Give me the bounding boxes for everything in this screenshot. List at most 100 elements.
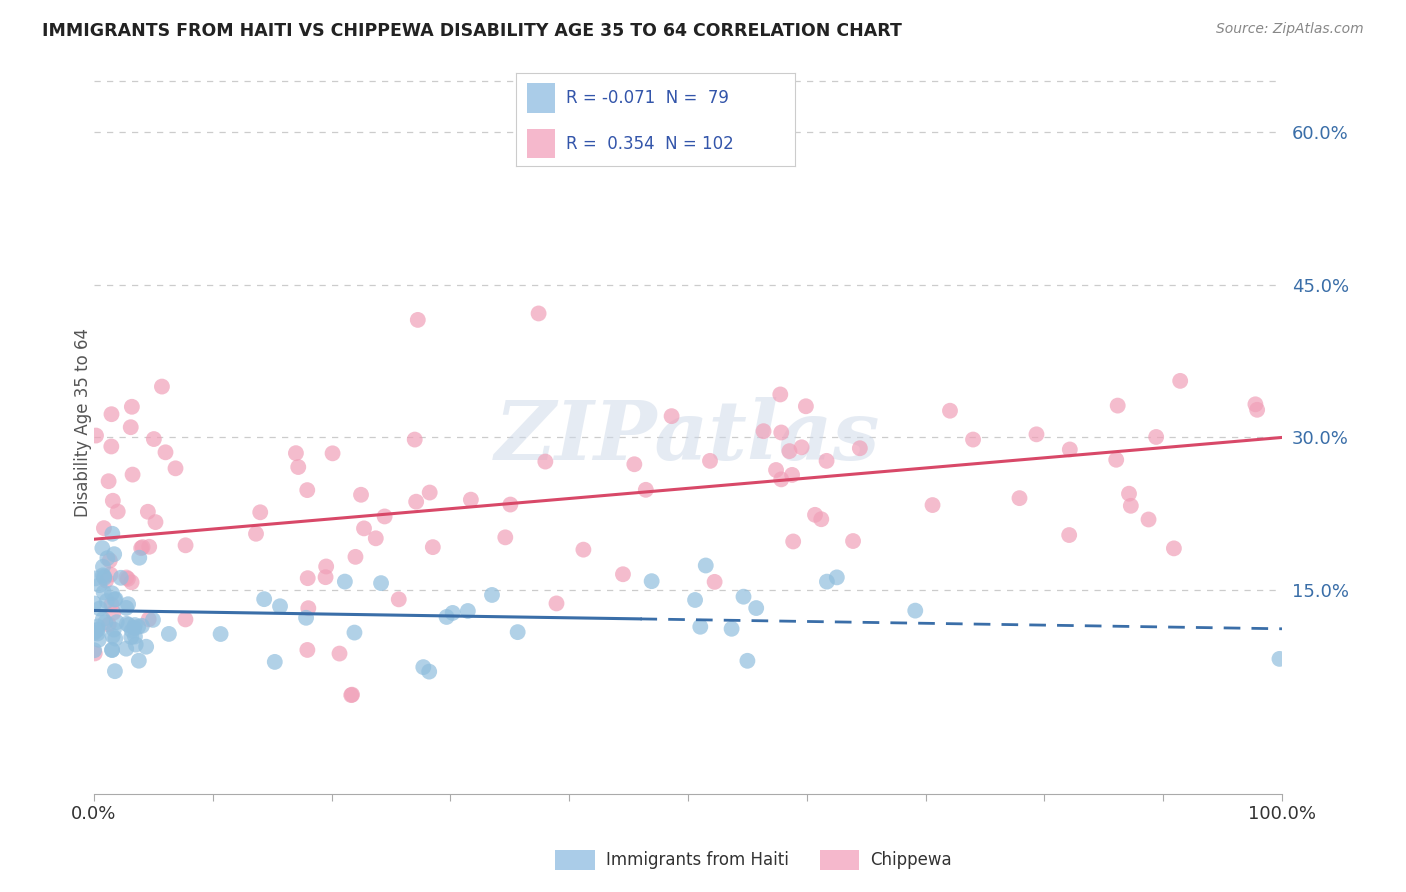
Point bbox=[825, 570, 848, 584]
Point bbox=[96, 594, 118, 608]
Point bbox=[122, 621, 145, 635]
Point bbox=[782, 534, 804, 549]
Point bbox=[737, 654, 759, 668]
Point bbox=[121, 467, 143, 482]
Point bbox=[245, 526, 267, 541]
Point bbox=[640, 574, 662, 589]
Point bbox=[124, 618, 146, 632]
Point bbox=[350, 488, 373, 502]
Point bbox=[135, 640, 157, 654]
Point bbox=[263, 655, 285, 669]
Point bbox=[121, 624, 143, 638]
Point bbox=[1118, 486, 1140, 500]
Point bbox=[107, 504, 129, 518]
Point bbox=[344, 549, 367, 564]
Point bbox=[100, 598, 122, 612]
Point bbox=[733, 590, 755, 604]
Point bbox=[546, 596, 568, 610]
Point bbox=[269, 599, 291, 614]
Point bbox=[84, 428, 107, 442]
Point bbox=[1107, 399, 1129, 413]
Point bbox=[460, 492, 482, 507]
Point bbox=[1246, 402, 1268, 417]
Point bbox=[295, 611, 318, 625]
Text: IMMIGRANTS FROM HAITI VS CHIPPEWA DISABILITY AGE 35 TO 64 CORRELATION CHART: IMMIGRANTS FROM HAITI VS CHIPPEWA DISABI… bbox=[42, 22, 903, 40]
Point bbox=[804, 508, 827, 522]
Point bbox=[436, 610, 458, 624]
Point bbox=[101, 493, 124, 508]
Point bbox=[364, 531, 387, 545]
Point bbox=[1105, 452, 1128, 467]
Point bbox=[1137, 512, 1160, 526]
Point bbox=[93, 585, 115, 599]
Point bbox=[939, 403, 962, 417]
Point bbox=[1057, 528, 1080, 542]
Point bbox=[100, 567, 122, 582]
Point bbox=[481, 588, 503, 602]
Point bbox=[374, 509, 396, 524]
Point bbox=[120, 630, 142, 644]
Point bbox=[770, 425, 793, 440]
Point bbox=[104, 632, 127, 646]
Point bbox=[849, 442, 872, 456]
Point bbox=[174, 612, 197, 626]
Point bbox=[720, 622, 742, 636]
Point bbox=[534, 454, 557, 468]
Point bbox=[253, 592, 276, 607]
Point bbox=[83, 647, 105, 661]
Point bbox=[86, 626, 108, 640]
Point bbox=[115, 616, 138, 631]
Point bbox=[83, 597, 105, 611]
Point bbox=[249, 505, 271, 519]
Point bbox=[101, 643, 124, 657]
Point bbox=[703, 574, 725, 589]
Point bbox=[91, 541, 114, 555]
Point bbox=[165, 461, 187, 475]
Point bbox=[297, 643, 319, 657]
Point bbox=[527, 306, 550, 320]
Text: Source: ZipAtlas.com: Source: ZipAtlas.com bbox=[1216, 22, 1364, 37]
Point bbox=[457, 604, 479, 618]
Point bbox=[155, 445, 177, 459]
Point bbox=[94, 615, 117, 630]
Point bbox=[101, 526, 124, 541]
Point bbox=[103, 623, 125, 637]
Point bbox=[353, 521, 375, 535]
Point bbox=[125, 638, 148, 652]
Point bbox=[778, 444, 800, 458]
Point bbox=[904, 604, 927, 618]
Point bbox=[699, 454, 721, 468]
Point bbox=[287, 460, 309, 475]
Point bbox=[103, 547, 125, 561]
Point bbox=[97, 617, 120, 632]
Point bbox=[612, 567, 634, 582]
Point bbox=[769, 387, 792, 401]
Text: Chippewa: Chippewa bbox=[870, 851, 952, 869]
Point bbox=[297, 601, 319, 615]
Point bbox=[84, 571, 107, 585]
Point bbox=[422, 540, 444, 554]
Point bbox=[623, 457, 645, 471]
Point bbox=[121, 575, 143, 590]
Point bbox=[921, 498, 943, 512]
Point bbox=[124, 630, 146, 644]
Point bbox=[745, 601, 768, 615]
Point bbox=[790, 440, 813, 454]
Point bbox=[117, 597, 139, 611]
Point bbox=[315, 559, 337, 574]
Point bbox=[1119, 499, 1142, 513]
Point bbox=[406, 313, 429, 327]
Point bbox=[1008, 491, 1031, 505]
Point bbox=[388, 592, 411, 607]
Point bbox=[101, 629, 124, 643]
Point bbox=[100, 407, 122, 421]
Point bbox=[506, 625, 529, 640]
Point bbox=[661, 409, 683, 424]
Point bbox=[105, 615, 128, 630]
Point bbox=[86, 623, 108, 637]
Point bbox=[150, 379, 173, 393]
Point bbox=[343, 625, 366, 640]
Point bbox=[770, 472, 793, 486]
Point bbox=[129, 541, 152, 555]
Point bbox=[117, 618, 139, 632]
